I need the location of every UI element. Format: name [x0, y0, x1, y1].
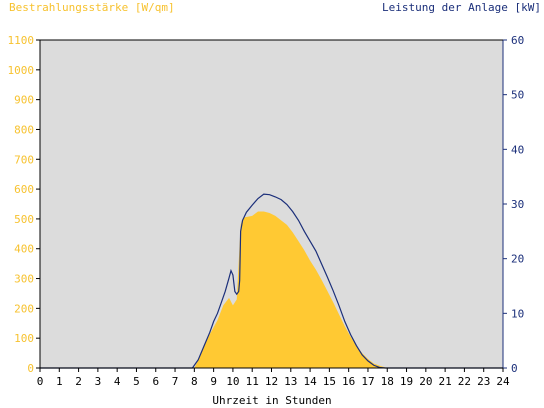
y-left-tick-label: 900	[14, 94, 34, 107]
x-tick-label: 16	[342, 375, 355, 388]
y-right-tick-label: 0	[511, 362, 518, 375]
x-tick-label: 9	[210, 375, 217, 388]
left-axis-title: Bestrahlungsstärke [W/qm]	[9, 1, 175, 14]
x-tick-label: 3	[95, 375, 102, 388]
y-right-tick-label: 30	[511, 198, 524, 211]
x-tick-label: 21	[439, 375, 452, 388]
x-tick-label: 10	[226, 375, 239, 388]
y-left-tick-label: 700	[14, 153, 34, 166]
y-left-tick-label: 400	[14, 243, 34, 256]
y-left-tick-label: 200	[14, 302, 34, 315]
x-tick-label: 8	[191, 375, 198, 388]
x-tick-label: 19	[400, 375, 413, 388]
x-tick-label: 2	[75, 375, 82, 388]
y-left-tick-label: 600	[14, 183, 34, 196]
x-tick-label: 17	[361, 375, 374, 388]
y-right-tick-label: 50	[511, 89, 524, 102]
x-tick-label: 15	[323, 375, 336, 388]
x-tick-label: 12	[265, 375, 278, 388]
x-tick-label: 1	[56, 375, 63, 388]
x-tick-label: 5	[133, 375, 140, 388]
x-tick-label: 11	[246, 375, 259, 388]
y-left-tick-label: 0	[27, 362, 34, 375]
y-right-tick-label: 40	[511, 143, 524, 156]
x-tick-label: 22	[458, 375, 471, 388]
series-power-line	[40, 193, 503, 369]
x-tick-label: 14	[303, 375, 317, 388]
y-right-tick-label: 60	[511, 34, 524, 47]
y-right-tick-label: 20	[511, 253, 524, 266]
x-tick-label: 23	[477, 375, 490, 388]
series-irradiance-area	[40, 211, 503, 368]
right-axis-title: Leistung der Anlage [kW]	[382, 1, 541, 14]
y-left-tick-label: 1100	[8, 34, 35, 47]
x-axis-title: Uhrzeit in Stunden	[212, 394, 332, 407]
y-left-tick-label: 100	[14, 332, 34, 345]
x-tick-label: 4	[114, 375, 121, 388]
x-tick-label: 18	[381, 375, 394, 388]
x-tick-label: 6	[152, 375, 159, 388]
x-tick-label: 13	[284, 375, 297, 388]
x-tick-label: 0	[37, 375, 44, 388]
y-left-tick-label: 500	[14, 213, 34, 226]
y-left-tick-label: 800	[14, 123, 34, 136]
x-tick-label: 24	[496, 375, 510, 388]
y-left-tick-label: 300	[14, 273, 34, 286]
y-right-tick-label: 10	[511, 307, 524, 320]
x-tick-label: 20	[419, 375, 432, 388]
x-tick-label: 7	[172, 375, 179, 388]
y-left-tick-label: 1000	[8, 64, 35, 77]
